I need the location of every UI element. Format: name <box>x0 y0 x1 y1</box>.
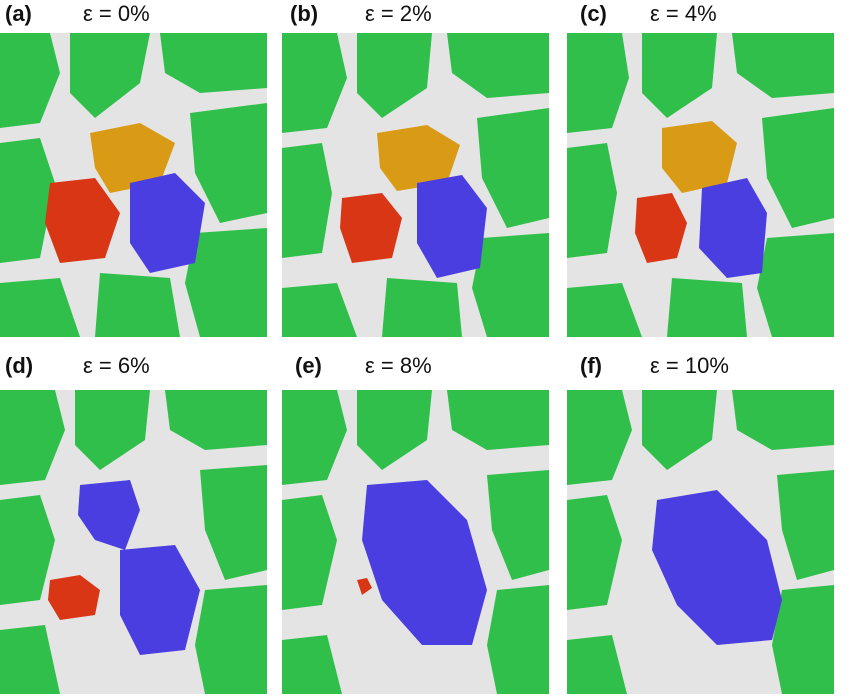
panel-strain-label: ε = 6% <box>83 353 150 378</box>
md-snapshot <box>0 33 267 337</box>
md-snapshot <box>0 390 267 694</box>
panel-label: (f) <box>580 353 602 378</box>
panel-label: (d) <box>5 353 34 378</box>
grain-structure-image <box>567 33 834 337</box>
panel-strain-label: ε = 8% <box>365 353 432 378</box>
panel-strain-label: ε = 4% <box>650 1 717 26</box>
panel-label: (c) <box>580 1 607 26</box>
panel-strain-label: ε = 2% <box>365 1 432 26</box>
panel-strain-label: ε = 10% <box>650 353 729 378</box>
grain-structure-image <box>0 390 267 694</box>
panel-label: (e) <box>295 353 322 378</box>
panel-label: (b) <box>290 1 319 26</box>
panel-strain-label: ε = 0% <box>83 1 150 26</box>
md-snapshot <box>282 390 549 694</box>
panel-label: (a) <box>5 1 32 26</box>
md-snapshot <box>282 33 549 337</box>
grain-structure-image <box>567 390 834 694</box>
grain-structure-image <box>282 33 549 337</box>
md-snapshot <box>567 390 834 694</box>
grain-structure-image <box>0 33 267 337</box>
grain-structure-image <box>282 390 549 694</box>
md-snapshot <box>567 33 834 337</box>
